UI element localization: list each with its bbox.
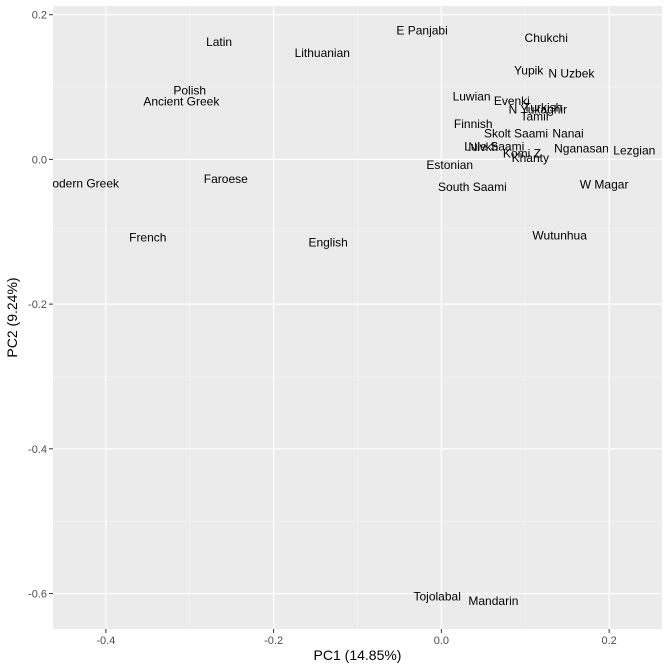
point-label: Luwian [453, 89, 491, 103]
point-label: Ancient Greek [143, 95, 220, 109]
point-label: Turkish [523, 100, 562, 114]
x-axis-title: PC1 (14.85%) [314, 647, 402, 663]
point-label: Tojolabal [414, 589, 461, 603]
x-axis: -0.4 -0.2 0.0 0.2 [96, 629, 617, 647]
point-label: Faroese [204, 172, 248, 186]
y-tick-label: 0.2 [32, 10, 47, 22]
x-tick-label: 0.2 [602, 635, 617, 647]
point-label: Nanai [552, 126, 583, 140]
point-label: Wutunhua [532, 228, 587, 242]
y-tick-label: -0.2 [28, 299, 47, 311]
grid-lines [53, 6, 662, 629]
x-tick-label: -0.4 [96, 635, 115, 647]
point-label: W Magar [580, 178, 629, 192]
y-tick-label: -0.4 [28, 444, 47, 456]
y-axis-title: PC2 (9.24%) [4, 277, 20, 357]
point-label: Finnish [454, 117, 493, 131]
point-label: Modern Greek [42, 176, 120, 190]
y-axis: -0.6 -0.4 -0.2 0.0 0.2 [28, 10, 53, 601]
x-tick-label: 0.0 [434, 635, 449, 647]
point-label: Khanty [512, 151, 549, 165]
point-label: French [129, 231, 166, 245]
point-label: Nivkh [468, 140, 498, 154]
point-label: English [308, 236, 347, 250]
point-label: Latin [206, 35, 232, 49]
point-label: Evenki [494, 94, 530, 108]
point-label: South Saami [438, 180, 507, 194]
point-label: Polish [173, 84, 206, 98]
point-label: Lithuanian [295, 46, 350, 60]
y-tick-label: 0.0 [32, 154, 47, 166]
point-label: Tamil [520, 110, 548, 124]
point-label: N Yukaghir [509, 102, 567, 116]
point-label: Lule Saami [464, 139, 524, 153]
point-label: Mandarin [468, 594, 518, 608]
x-tick-label: -0.2 [264, 635, 283, 647]
y-tick-label: -0.6 [28, 589, 47, 601]
point-label: E Panjabi [396, 24, 447, 38]
point-label: Skolt Saami [484, 126, 548, 140]
point-label: Chukchi [525, 31, 568, 45]
point-label: N Uzbek [548, 66, 595, 80]
point-label: Nganasan [554, 142, 609, 156]
point-label: Estonian [426, 158, 473, 172]
point-label: Komi Z [503, 147, 541, 161]
point-label: Yupik [514, 63, 544, 77]
point-label: Lezgian [613, 144, 655, 158]
